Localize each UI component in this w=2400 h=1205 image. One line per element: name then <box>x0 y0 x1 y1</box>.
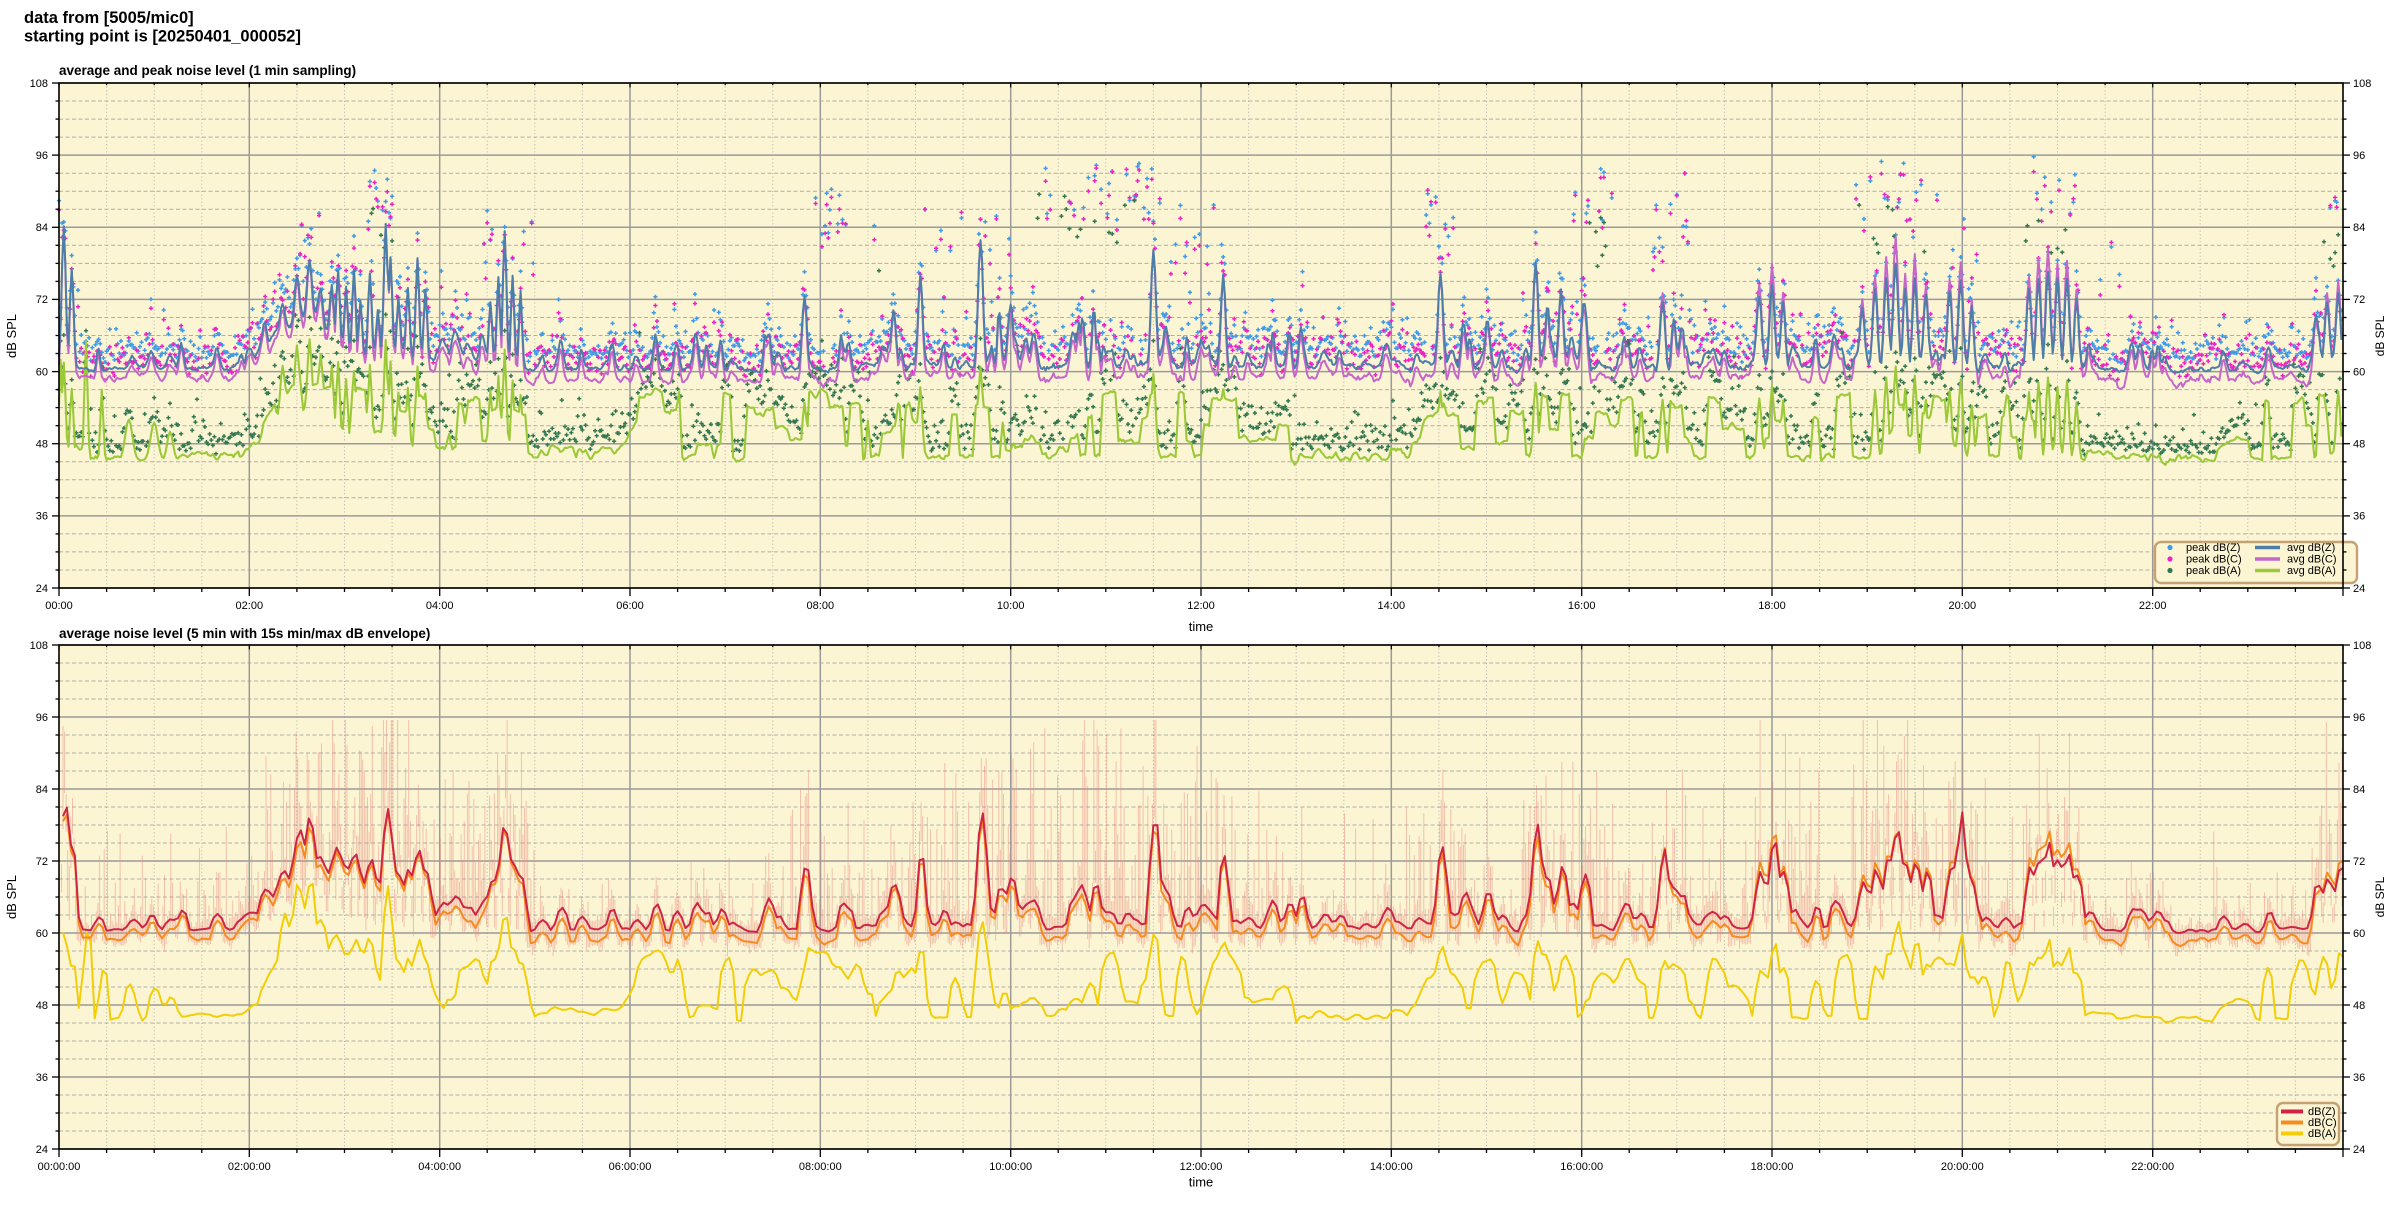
svg-text:60: 60 <box>2353 928 2365 940</box>
svg-text:12:00: 12:00 <box>1187 600 1215 612</box>
svg-text:72: 72 <box>36 294 48 306</box>
svg-text:starting point is [20250401_00: starting point is [20250401_000052] <box>24 28 301 46</box>
svg-text:peak dB(A): peak dB(A) <box>2186 565 2241 577</box>
svg-text:dB SPL: dB SPL <box>2373 315 2387 356</box>
svg-text:10:00: 10:00 <box>997 600 1025 612</box>
svg-text:72: 72 <box>2353 856 2365 868</box>
svg-text:time: time <box>1189 1175 1214 1190</box>
svg-text:06:00:00: 06:00:00 <box>609 1161 652 1173</box>
svg-text:24: 24 <box>2353 583 2365 595</box>
svg-text:36: 36 <box>36 1072 48 1084</box>
svg-text:60: 60 <box>2353 366 2365 378</box>
svg-text:12:00:00: 12:00:00 <box>1180 1161 1223 1173</box>
svg-text:00:00: 00:00 <box>45 600 73 612</box>
svg-text:time: time <box>1189 619 1214 634</box>
svg-text:48: 48 <box>36 1000 48 1012</box>
svg-text:24: 24 <box>36 583 48 595</box>
svg-text:06:00: 06:00 <box>616 600 644 612</box>
svg-text:60: 60 <box>36 928 48 940</box>
svg-text:48: 48 <box>36 439 48 451</box>
svg-text:00:00:00: 00:00:00 <box>38 1161 81 1173</box>
svg-text:avg dB(A): avg dB(A) <box>2287 565 2336 577</box>
svg-text:02:00: 02:00 <box>236 600 264 612</box>
svg-text:96: 96 <box>2353 150 2365 162</box>
svg-text:dB SPL: dB SPL <box>4 875 19 919</box>
svg-text:108: 108 <box>2353 78 2371 90</box>
svg-text:20:00: 20:00 <box>1949 600 1977 612</box>
svg-text:dB(C): dB(C) <box>2308 1117 2337 1129</box>
svg-text:peak dB(Z): peak dB(Z) <box>2186 542 2240 554</box>
svg-text:16:00: 16:00 <box>1568 600 1596 612</box>
svg-text:10:00:00: 10:00:00 <box>989 1161 1032 1173</box>
svg-text:14:00: 14:00 <box>1378 600 1406 612</box>
svg-text:average and peak noise level (: average and peak noise level (1 min samp… <box>59 63 356 78</box>
svg-text:96: 96 <box>36 712 48 724</box>
svg-text:04:00:00: 04:00:00 <box>418 1161 461 1173</box>
svg-text:04:00: 04:00 <box>426 600 454 612</box>
svg-text:average noise level (5 min wit: average noise level (5 min with 15s min/… <box>59 626 430 641</box>
svg-text:data from [5005/mic0]: data from [5005/mic0] <box>24 9 194 27</box>
svg-text:dB SPL: dB SPL <box>2373 876 2387 917</box>
svg-text:dB(A): dB(A) <box>2308 1128 2336 1140</box>
svg-text:peak dB(C): peak dB(C) <box>2186 554 2242 566</box>
svg-text:dB SPL: dB SPL <box>4 314 19 358</box>
svg-text:48: 48 <box>2353 1000 2365 1012</box>
svg-text:22:00: 22:00 <box>2139 600 2167 612</box>
svg-text:72: 72 <box>2353 294 2365 306</box>
svg-text:108: 108 <box>30 78 48 90</box>
svg-text:08:00: 08:00 <box>807 600 835 612</box>
svg-text:24: 24 <box>36 1144 48 1156</box>
svg-text:24: 24 <box>2353 1144 2365 1156</box>
svg-text:18:00:00: 18:00:00 <box>1751 1161 1794 1173</box>
svg-text:14:00:00: 14:00:00 <box>1370 1161 1413 1173</box>
svg-text:84: 84 <box>2353 784 2365 796</box>
svg-text:16:00:00: 16:00:00 <box>1560 1161 1603 1173</box>
svg-text:96: 96 <box>2353 712 2365 724</box>
svg-text:avg dB(Z): avg dB(Z) <box>2287 542 2335 554</box>
svg-text:60: 60 <box>36 366 48 378</box>
svg-text:02:00:00: 02:00:00 <box>228 1161 271 1173</box>
svg-text:108: 108 <box>30 640 48 652</box>
svg-text:72: 72 <box>36 856 48 868</box>
svg-text:84: 84 <box>36 222 48 234</box>
svg-text:dB(Z): dB(Z) <box>2308 1106 2336 1118</box>
svg-text:84: 84 <box>2353 222 2365 234</box>
svg-text:108: 108 <box>2353 640 2371 652</box>
svg-text:22:00:00: 22:00:00 <box>2131 1161 2174 1173</box>
svg-text:08:00:00: 08:00:00 <box>799 1161 842 1173</box>
svg-text:96: 96 <box>36 150 48 162</box>
svg-text:36: 36 <box>2353 1072 2365 1084</box>
svg-text:84: 84 <box>36 784 48 796</box>
svg-text:36: 36 <box>36 511 48 523</box>
svg-text:18:00: 18:00 <box>1758 600 1786 612</box>
svg-text:avg dB(C): avg dB(C) <box>2287 554 2337 566</box>
svg-text:36: 36 <box>2353 511 2365 523</box>
svg-text:20:00:00: 20:00:00 <box>1941 1161 1984 1173</box>
svg-text:48: 48 <box>2353 439 2365 451</box>
